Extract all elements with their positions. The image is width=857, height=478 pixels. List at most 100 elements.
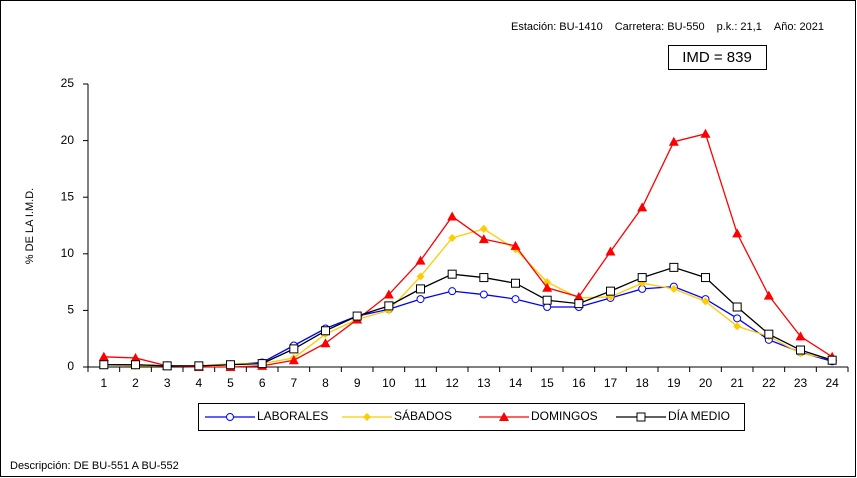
marker	[383, 289, 394, 299]
series-line	[103, 133, 833, 368]
y-label: % DE LA I.M.D.	[24, 188, 36, 264]
marker	[194, 361, 204, 371]
marker	[669, 284, 678, 293]
marker	[288, 355, 299, 365]
marker	[447, 269, 457, 279]
x-tick-label: 24	[825, 376, 839, 390]
marker	[574, 299, 584, 309]
marker	[733, 314, 742, 323]
marker	[321, 326, 330, 336]
imd: IMD = 839	[682, 49, 752, 66]
marker	[700, 128, 711, 138]
marker	[162, 361, 172, 371]
marker	[573, 291, 584, 301]
marker	[289, 344, 299, 354]
x-tick-label: 10	[382, 376, 396, 390]
x-tick-label: 9	[354, 376, 361, 390]
legend-label: DOMINGOS	[531, 409, 598, 423]
x-tick-label: 11	[414, 376, 427, 390]
marker	[669, 262, 679, 272]
marker	[320, 338, 331, 348]
marker	[510, 240, 521, 250]
marker	[479, 224, 488, 233]
marker	[764, 329, 774, 339]
x-tick-label: 8	[322, 376, 329, 390]
x-tick-label: 14	[509, 376, 523, 390]
marker	[130, 352, 141, 362]
marker	[542, 282, 553, 292]
x-tick-label: 4	[195, 376, 202, 390]
x-tick-label: 18	[635, 376, 649, 390]
marker	[733, 322, 742, 331]
marker	[98, 351, 109, 361]
marker	[479, 273, 489, 283]
marker	[701, 297, 710, 306]
legend-label: LABORALES	[257, 409, 328, 423]
marker	[542, 295, 552, 305]
marker	[447, 211, 458, 221]
x-tick-label: 22	[762, 376, 776, 390]
y-tick-label: 25	[61, 76, 75, 90]
marker	[479, 290, 488, 299]
marker	[732, 302, 742, 312]
x-tick-label: 5	[227, 376, 234, 390]
footer: Descripción: DE BU-551 A BU-552	[10, 460, 179, 472]
marker	[416, 284, 425, 294]
marker	[415, 255, 426, 265]
marker	[416, 295, 425, 304]
legend-marker	[499, 412, 509, 421]
marker	[701, 273, 710, 283]
marker	[257, 359, 267, 369]
x-tick-label: 2	[132, 376, 139, 390]
marker	[637, 273, 647, 283]
x-tick-label: 21	[730, 376, 744, 390]
marker	[637, 202, 648, 212]
imd-box	[668, 45, 767, 70]
marker	[416, 272, 425, 281]
legend-marker	[226, 413, 234, 421]
y-tick-label: 15	[61, 189, 75, 203]
x-tick-label: 20	[699, 376, 713, 390]
marker	[448, 287, 457, 296]
legend-marker	[636, 412, 646, 422]
x-tick-label: 12	[445, 376, 459, 390]
x-tick-label: 17	[604, 376, 618, 390]
marker	[732, 228, 743, 238]
marker	[605, 246, 616, 256]
y-tick-label: 5	[67, 303, 74, 317]
marker	[99, 360, 109, 370]
marker	[827, 355, 837, 365]
x-tick-label: 15	[540, 376, 554, 390]
y-tick-label: 20	[61, 133, 75, 147]
y-tick-label: 0	[67, 359, 74, 373]
x-tick-label: 6	[259, 376, 266, 390]
header-field: Estación: BU-1410	[511, 21, 603, 33]
x-tick-label: 13	[477, 376, 491, 390]
legend-label: SÁBADOS	[394, 408, 452, 423]
header-field: Carretera: BU-550	[615, 21, 705, 33]
marker	[511, 278, 520, 288]
marker	[384, 301, 394, 311]
series-line	[103, 266, 833, 367]
x-tick-label: 1	[100, 376, 107, 390]
y-tick-label: 10	[61, 246, 75, 260]
legend-marker	[363, 413, 371, 421]
marker	[511, 295, 520, 304]
marker	[606, 286, 615, 296]
x-tick-label: 7	[290, 376, 297, 390]
marker	[478, 234, 489, 244]
x-tick-label: 16	[572, 376, 586, 390]
legend-label: DÍA MEDIO	[668, 408, 730, 423]
marker	[796, 345, 805, 355]
marker	[448, 233, 457, 242]
x-tick-label: 3	[164, 376, 171, 390]
marker	[226, 360, 235, 370]
header-field: Año: 2021	[774, 21, 824, 33]
marker	[763, 290, 774, 300]
series-line	[103, 228, 833, 367]
marker	[795, 331, 806, 341]
x-tick-label: 23	[794, 376, 808, 390]
x-tick-label: 19	[667, 376, 681, 390]
